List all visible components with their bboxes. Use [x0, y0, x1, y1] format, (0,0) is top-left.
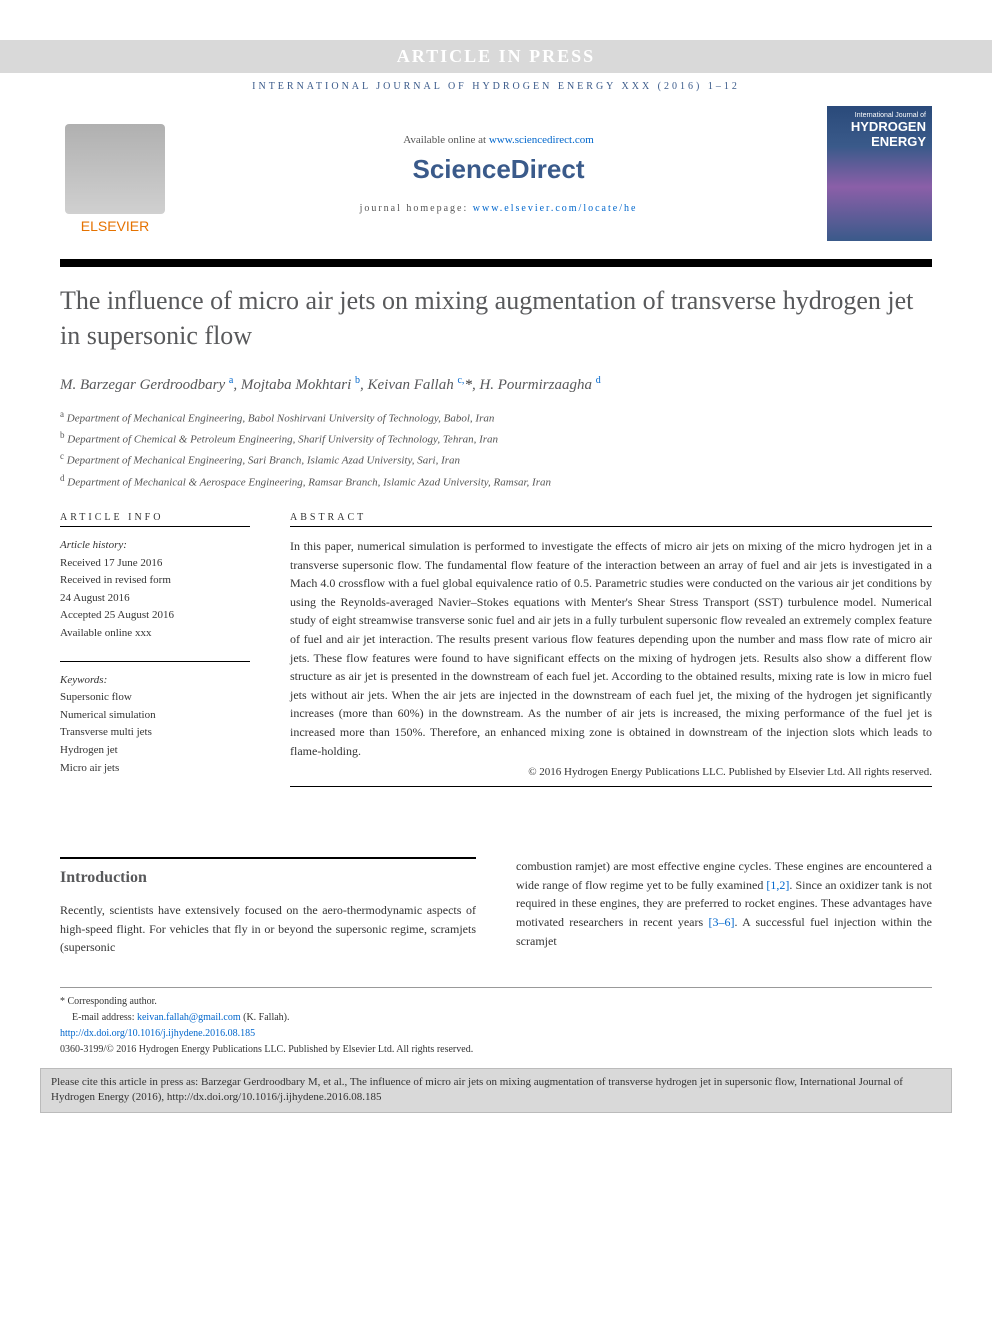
article-history-block: Article history: Received 17 June 2016 R… [60, 537, 250, 643]
ref-3-6-link[interactable]: [3–6] [708, 915, 734, 929]
cover-line2: HYDROGEN [833, 119, 926, 134]
abstract-label: ABSTRACT [290, 512, 932, 523]
journal-cover-thumbnail: International Journal of HYDROGEN ENERGY [827, 106, 932, 241]
keyword-4: Micro air jets [60, 760, 250, 778]
author-email-link[interactable]: keivan.fallah@gmail.com [137, 1012, 241, 1023]
email-suffix: (K. Fallah). [241, 1012, 290, 1023]
body-column-left: Introduction Recently, scientists have e… [60, 857, 476, 957]
title-divider-bar [60, 259, 932, 267]
history-line-3: Accepted 25 August 2016 [60, 607, 250, 625]
abstract-text: In this paper, numerical simulation is p… [290, 537, 932, 760]
keywords-block: Keywords: Supersonic flow Numerical simu… [60, 672, 250, 778]
doi-link[interactable]: http://dx.doi.org/10.1016/j.ijhydene.201… [60, 1028, 255, 1039]
body-column-right: combustion ramjet) are most effective en… [516, 857, 932, 957]
keyword-0: Supersonic flow [60, 689, 250, 707]
elsevier-label: ELSEVIER [81, 218, 149, 234]
article-in-press-banner: ARTICLE IN PRESS [0, 40, 992, 73]
body-columns: Introduction Recently, scientists have e… [60, 857, 932, 957]
journal-header-line: INTERNATIONAL JOURNAL OF HYDROGEN ENERGY… [60, 81, 932, 92]
available-online-line: Available online at www.sciencedirect.co… [190, 134, 807, 146]
intro-rule [60, 857, 476, 859]
abstract-rule [290, 526, 932, 527]
history-line-4: Available online xxx [60, 625, 250, 643]
keyword-2: Transverse multi jets [60, 724, 250, 742]
corresponding-author-line: * Corresponding author. [60, 994, 932, 1010]
intro-text-right: combustion ramjet) are most effective en… [516, 857, 932, 950]
history-line-2: 24 August 2016 [60, 590, 250, 608]
affiliation-line: d Department of Mechanical & Aerospace E… [60, 471, 932, 492]
abstract-bottom-rule [290, 786, 932, 787]
affiliation-line: c Department of Mechanical Engineering, … [60, 449, 932, 470]
ref-1-2-link[interactable]: [1,2] [766, 878, 789, 892]
article-title: The influence of micro air jets on mixin… [60, 283, 932, 353]
keyword-1: Numerical simulation [60, 707, 250, 725]
authors-line: M. Barzegar Gerdroodbary a, Mojtaba Mokh… [60, 373, 932, 397]
sciencedirect-logo: ScienceDirect [190, 154, 807, 185]
header-center: Available online at www.sciencedirect.co… [190, 134, 807, 214]
abstract-column: ABSTRACT In this paper, numerical simula… [290, 512, 932, 797]
email-line: E-mail address: keivan.fallah@gmail.com … [60, 1010, 932, 1026]
available-prefix: Available online at [403, 134, 489, 146]
affiliations-block: a Department of Mechanical Engineering, … [60, 407, 932, 492]
article-info-label: ARTICLE INFO [60, 512, 250, 523]
article-info-rule [60, 526, 250, 527]
keywords-rule [60, 661, 250, 662]
sciencedirect-text: ScienceDirect [413, 154, 585, 184]
intro-text-left: Recently, scientists have extensively fo… [60, 901, 476, 957]
email-label: E-mail address: [72, 1012, 137, 1023]
history-heading: Article history: [60, 537, 250, 555]
elsevier-tree-icon [65, 124, 165, 214]
sciencedirect-link[interactable]: www.sciencedirect.com [489, 134, 594, 146]
cover-line3: ENERGY [833, 134, 926, 149]
homepage-prefix: journal homepage: [360, 203, 473, 214]
history-line-1: Received in revised form [60, 572, 250, 590]
citation-box: Please cite this article in press as: Ba… [40, 1068, 952, 1113]
keywords-heading: Keywords: [60, 672, 250, 690]
keyword-3: Hydrogen jet [60, 742, 250, 760]
cover-line1: International Journal of [833, 112, 926, 119]
history-line-0: Received 17 June 2016 [60, 555, 250, 573]
copyright-line: © 2016 Hydrogen Energy Publications LLC.… [290, 766, 932, 778]
footer-block: * Corresponding author. E-mail address: … [60, 987, 932, 1058]
introduction-heading: Introduction [60, 869, 476, 887]
affiliation-line: a Department of Mechanical Engineering, … [60, 407, 932, 428]
info-abstract-row: ARTICLE INFO Article history: Received 1… [60, 512, 932, 797]
elsevier-logo: ELSEVIER [60, 114, 170, 234]
journal-homepage-line: journal homepage: www.elsevier.com/locat… [190, 203, 807, 214]
homepage-link[interactable]: www.elsevier.com/locate/he [473, 203, 638, 214]
publisher-header: ELSEVIER Available online at www.science… [60, 106, 932, 241]
issn-copyright-line: 0360-3199/© 2016 Hydrogen Energy Publica… [60, 1042, 932, 1058]
article-info-column: ARTICLE INFO Article history: Received 1… [60, 512, 250, 797]
affiliation-line: b Department of Chemical & Petroleum Eng… [60, 428, 932, 449]
